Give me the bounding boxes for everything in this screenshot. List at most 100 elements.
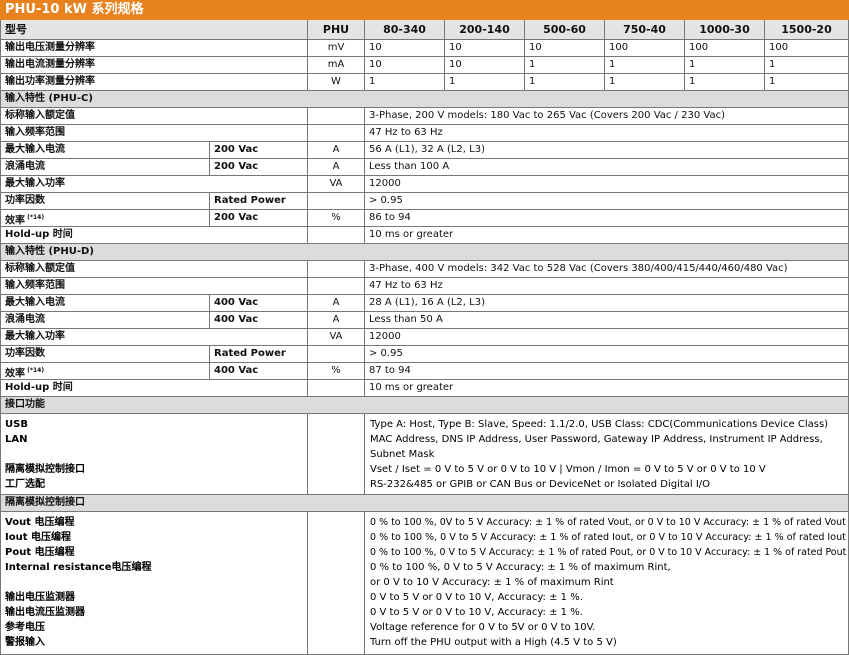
title-bar: PHU-10 kW 系列规格 <box>0 0 849 20</box>
line-label: Internal resistance电压编程 <box>5 562 152 573</box>
value: 100 <box>605 40 685 57</box>
value: 10 <box>445 40 525 57</box>
line-label: 隔离模拟控制接口 <box>5 464 85 475</box>
value: 10 <box>365 40 445 57</box>
unit: W <box>308 74 365 91</box>
line-text: 0 V to 5 V or 0 V to 10 V, Accuracy: ± 1… <box>370 592 583 603</box>
unit <box>308 108 365 125</box>
row-label: 浪涌电流 <box>0 312 210 329</box>
row-label: 标称输入额定值 <box>0 261 308 278</box>
header-cell: 1500-20 <box>765 20 849 40</box>
line-text: 0 % to 100 %, 0V to 5 V Accuracy: ± 1 % … <box>370 517 846 528</box>
row-label: 输入频率范围 <box>0 125 308 142</box>
line-text: Type A: Host, Type B: Slave, Speed: 1.1/… <box>370 419 829 430</box>
line-text: MAC Address, DNS IP Address, User Passwo… <box>370 434 823 445</box>
unit-block <box>308 512 365 655</box>
line-label: Pout 电压编程 <box>5 547 75 558</box>
row-label: 输入频率范围 <box>0 278 308 295</box>
header-cell: 750-40 <box>605 20 685 40</box>
condition: 400 Vac <box>210 312 308 329</box>
value: 86 to 94 <box>365 210 849 227</box>
value: 1 <box>685 74 765 91</box>
value: 12000 <box>365 329 849 346</box>
unit: % <box>308 210 365 227</box>
unit: VA <box>308 329 365 346</box>
row-label: Hold-up 时间 <box>0 380 308 397</box>
header-cell: 型号 <box>0 20 308 40</box>
value: 10 ms or greater <box>365 227 849 244</box>
condition: 200 Vac <box>210 142 308 159</box>
row-label: 输出功率测量分辨率 <box>0 74 308 91</box>
row-label: 功率因数 <box>0 193 210 210</box>
value: 100 <box>685 40 765 57</box>
section-title: 输入特性 (PHU-D) <box>0 244 849 261</box>
row-label: Hold-up 时间 <box>0 227 308 244</box>
row-label: 最大输入功率 <box>0 176 308 193</box>
unit <box>308 193 365 210</box>
value: 100 <box>765 40 849 57</box>
line-label: 警报输入 <box>5 637 45 648</box>
row-label: 输出电流测量分辨率 <box>0 57 308 74</box>
line-text: Subnet Mask <box>370 449 435 460</box>
line-text: Voltage reference for 0 V to 5V or 0 V t… <box>370 622 596 633</box>
value: 87 to 94 <box>365 363 849 380</box>
unit <box>308 125 365 142</box>
value: 3-Phase, 400 V models: 342 Vac to 528 Va… <box>365 261 849 278</box>
condition: Rated Power <box>210 193 308 210</box>
row-label: 标称输入额定值 <box>0 108 308 125</box>
header-cell: 80-340 <box>365 20 445 40</box>
value: 1 <box>765 57 849 74</box>
row-label: 功率因数 <box>0 346 210 363</box>
unit: mA <box>308 57 365 74</box>
value: 47 Hz to 63 Hz <box>365 278 849 295</box>
line-label: LAN <box>5 434 28 445</box>
unit: % <box>308 363 365 380</box>
header-cell: 200-140 <box>445 20 525 40</box>
line-text: 0 V to 5 V or 0 V to 10 V, Accuracy: ± 1… <box>370 607 583 618</box>
value: 10 ms or greater <box>365 380 849 397</box>
value: 28 A (L1), 16 A (L2, L3) <box>365 295 849 312</box>
value: 10 <box>445 57 525 74</box>
row-label: 最大输入电流 <box>0 142 210 159</box>
value: > 0.95 <box>365 193 849 210</box>
unit: mV <box>308 40 365 57</box>
condition: 400 Vac <box>210 363 308 380</box>
unit <box>308 227 365 244</box>
value: Less than 100 A <box>365 159 849 176</box>
value: 12000 <box>365 176 849 193</box>
unit: A <box>308 295 365 312</box>
section-title: 接口功能 <box>0 397 849 414</box>
condition: 200 Vac <box>210 210 308 227</box>
section-title: 输入特性 (PHU-C) <box>0 91 849 108</box>
line-label: 参考电压 <box>5 622 45 633</box>
line-text: or 0 V to 10 V Accuracy: ± 1 % of maximu… <box>370 577 614 588</box>
unit <box>308 278 365 295</box>
value: 1 <box>525 74 605 91</box>
unit <box>308 380 365 397</box>
label-block <box>0 414 308 495</box>
row-label: 浪涌电流 <box>0 159 210 176</box>
line-text: 0 % to 100 %, 0 V to 5 V Accuracy: ± 1 %… <box>370 532 846 543</box>
value: 1 <box>605 74 685 91</box>
value: 10 <box>525 40 605 57</box>
line-label: 输出电流压监测器 <box>5 607 85 618</box>
line-label: Vout 电压编程 <box>5 517 75 528</box>
condition: 200 Vac <box>210 159 308 176</box>
line-text: 0 % to 100 %, 0 V to 5 V Accuracy: ± 1 %… <box>370 562 671 573</box>
row-label: 最大输入功率 <box>0 329 308 346</box>
line-text: Vset / Iset = 0 V to 5 V or 0 V to 10 V … <box>370 464 766 475</box>
line-text: 0 % to 100 %, 0 V to 5 V Accuracy: ± 1 %… <box>370 547 847 558</box>
line-label: Iout 电压编程 <box>5 532 71 543</box>
value: 1 <box>365 74 445 91</box>
section-title: 隔离模拟控制接口 <box>0 495 849 512</box>
condition: Rated Power <box>210 346 308 363</box>
header-cell: 500-60 <box>525 20 605 40</box>
note: (*14) <box>25 367 45 374</box>
value: 47 Hz to 63 Hz <box>365 125 849 142</box>
value: 1 <box>525 57 605 74</box>
unit: A <box>308 142 365 159</box>
unit: A <box>308 312 365 329</box>
value: > 0.95 <box>365 346 849 363</box>
line-label: 工厂选配 <box>5 479 45 490</box>
